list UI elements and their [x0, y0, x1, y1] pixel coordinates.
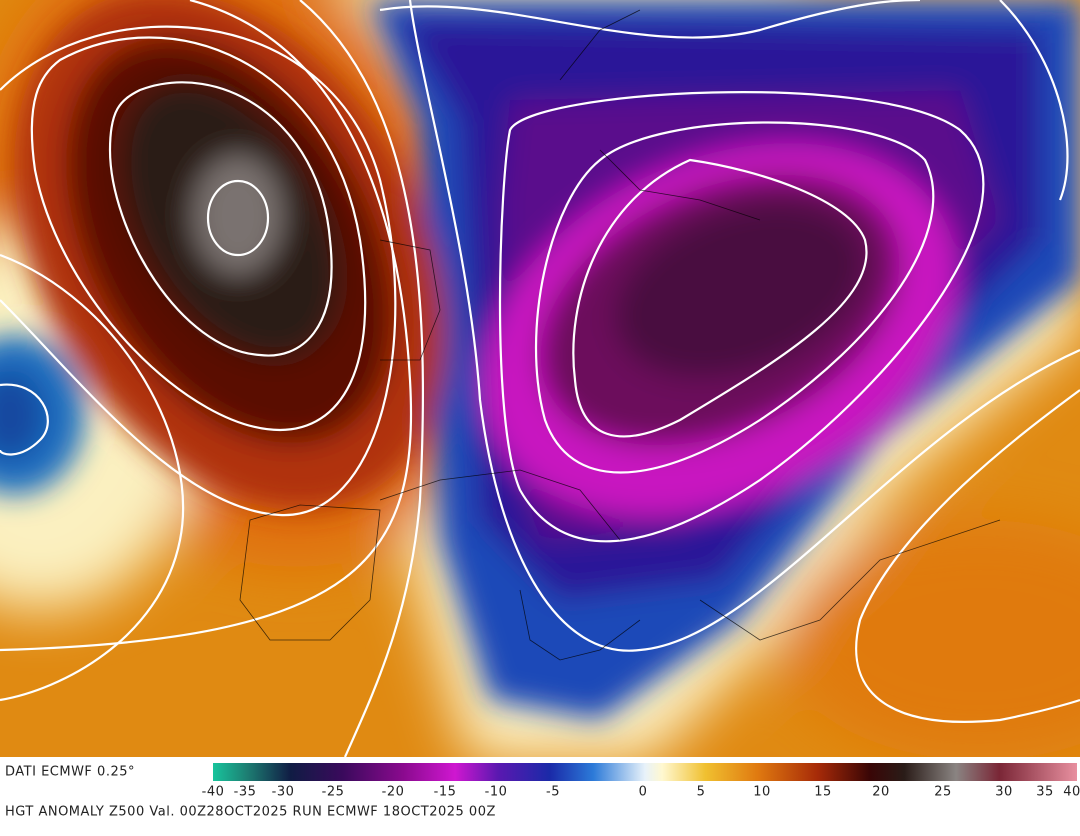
colorbar-tick-label: 15: [814, 785, 832, 800]
colorbar-tick-label: -30: [272, 785, 295, 800]
map-field: [0, 0, 1080, 757]
source-label: DATI ECMWF 0.25°: [5, 765, 135, 780]
colorbar-tick-label: 20: [872, 785, 890, 800]
colorbar-tick-label: 40: [1063, 785, 1080, 800]
colorbar-tick-label: 35: [1036, 785, 1054, 800]
caption: HGT ANOMALY Z500 Val. 00Z28OCT2025 RUN E…: [5, 805, 496, 820]
colorbar-tick-label: 25: [934, 785, 952, 800]
colorbar-tick-label: 30: [995, 785, 1013, 800]
colorbar-tick-label: -35: [234, 785, 257, 800]
colorbar-tick-label: -10: [485, 785, 508, 800]
colorbar-tick-label: 5: [697, 785, 706, 800]
contours: [0, 0, 1080, 757]
colorbar-tick-label: -40: [202, 785, 225, 800]
coastlines: [239, 9, 1001, 661]
colorbar-tick-label: 0: [639, 785, 648, 800]
colorbar-tick-label: -5: [546, 785, 560, 800]
colorbar-tick-label: -25: [322, 785, 345, 800]
colorbar: [213, 763, 1077, 781]
colorbar-tick-label: -20: [382, 785, 405, 800]
colorbar-tick-label: -15: [434, 785, 457, 800]
colorbar-tick-label: 10: [753, 785, 771, 800]
